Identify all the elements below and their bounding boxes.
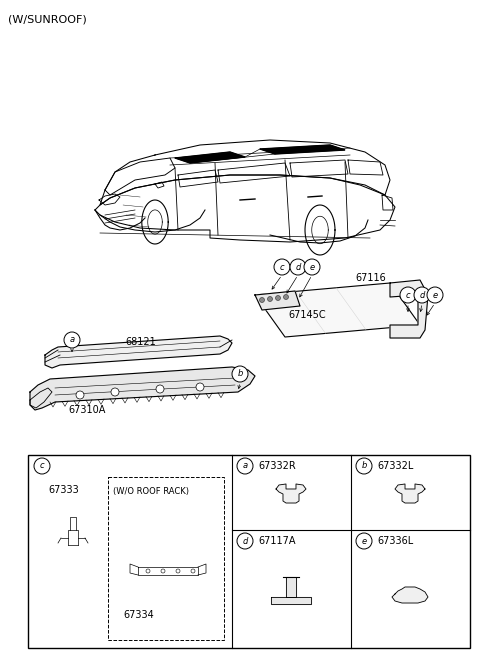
Polygon shape: [175, 152, 245, 163]
Circle shape: [267, 297, 273, 302]
Circle shape: [111, 388, 119, 396]
Polygon shape: [390, 280, 428, 338]
Text: b: b: [361, 462, 367, 470]
Polygon shape: [395, 484, 425, 503]
Text: c: c: [280, 262, 284, 272]
Text: a: a: [70, 335, 74, 344]
Circle shape: [290, 259, 306, 275]
Polygon shape: [255, 283, 420, 337]
Text: 67145C: 67145C: [288, 310, 325, 320]
Polygon shape: [286, 577, 296, 597]
Circle shape: [356, 458, 372, 474]
Circle shape: [414, 287, 430, 303]
Circle shape: [156, 385, 164, 393]
Text: d: d: [420, 291, 425, 300]
Text: b: b: [237, 369, 243, 379]
Text: 67116: 67116: [355, 273, 386, 283]
Polygon shape: [392, 587, 428, 603]
Text: 67334: 67334: [123, 610, 154, 620]
Text: (W/SUNROOF): (W/SUNROOF): [8, 14, 87, 24]
Text: 67333: 67333: [48, 485, 79, 495]
Text: d: d: [242, 537, 248, 546]
Text: c: c: [406, 291, 410, 300]
Text: (W/O ROOF RACK): (W/O ROOF RACK): [113, 487, 189, 496]
Circle shape: [196, 383, 204, 391]
Text: 68121: 68121: [125, 337, 156, 347]
Circle shape: [34, 458, 50, 474]
Text: 67310A: 67310A: [68, 405, 106, 415]
Text: d: d: [295, 262, 300, 272]
Circle shape: [400, 287, 416, 303]
Circle shape: [232, 366, 248, 382]
Circle shape: [76, 391, 84, 399]
Polygon shape: [255, 291, 300, 310]
Bar: [108, 477, 224, 640]
Polygon shape: [30, 367, 255, 410]
Circle shape: [356, 533, 372, 549]
Circle shape: [237, 533, 253, 549]
Polygon shape: [276, 484, 306, 503]
Circle shape: [304, 259, 320, 275]
Circle shape: [260, 298, 264, 302]
Polygon shape: [45, 336, 232, 368]
Circle shape: [237, 458, 253, 474]
Text: e: e: [432, 291, 438, 300]
Circle shape: [274, 259, 290, 275]
Circle shape: [276, 295, 280, 300]
Circle shape: [284, 295, 288, 300]
Text: c: c: [40, 462, 44, 470]
Text: e: e: [361, 537, 367, 546]
Text: 67117A: 67117A: [258, 536, 296, 546]
Text: e: e: [310, 262, 314, 272]
Circle shape: [64, 332, 80, 348]
Text: 67336L: 67336L: [377, 536, 413, 546]
Polygon shape: [260, 145, 345, 154]
Polygon shape: [271, 597, 311, 604]
Text: 67332R: 67332R: [258, 461, 296, 471]
Text: a: a: [242, 462, 248, 470]
Text: 67332L: 67332L: [377, 461, 413, 471]
Circle shape: [427, 287, 443, 303]
Bar: [28, 455, 470, 648]
